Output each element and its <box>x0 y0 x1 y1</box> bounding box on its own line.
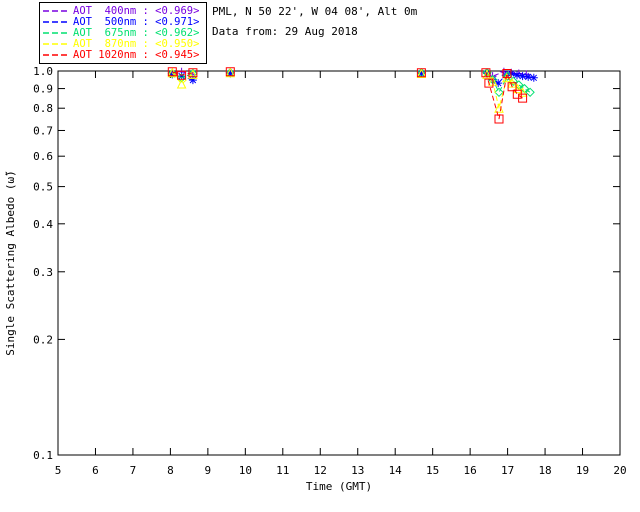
y-tick-label: 0.2 <box>33 333 53 346</box>
x-tick-label: 13 <box>351 464 364 477</box>
x-tick-label: 10 <box>239 464 252 477</box>
y-ticks <box>58 70 620 456</box>
x-tick-label: 15 <box>426 464 439 477</box>
triangle-marker <box>416 68 427 78</box>
square-marker <box>512 89 522 99</box>
square-marker <box>484 78 494 88</box>
y-tick-label: 0.6 <box>33 150 53 163</box>
y-tick-label: 1.0 <box>33 65 53 78</box>
y-axis-label: Single Scattering Albedo (ω̃) <box>4 170 17 355</box>
asterisk-marker <box>513 71 521 80</box>
dashed-line-icon <box>43 42 69 45</box>
legend-item-400nm: AOT 400nm : <0.969> <box>43 4 203 17</box>
diamond-marker <box>176 73 187 83</box>
series-aot-870nm <box>167 67 528 113</box>
series-line <box>172 71 527 77</box>
square-marker <box>416 68 426 78</box>
diamond-marker <box>502 71 513 81</box>
legend-item-1020nm: AOT 1020nm : <0.945> <box>43 48 203 61</box>
triangle-marker <box>225 67 236 78</box>
x-axis-label: Time (GMT) <box>306 480 372 493</box>
data-date-header: Data from: 29 Aug 2018 <box>212 25 358 38</box>
y-tick-label: 0.5 <box>33 181 53 194</box>
square-marker <box>225 67 235 77</box>
diamond-marker <box>188 68 198 79</box>
asterisk-marker <box>177 72 186 81</box>
asterisk-marker <box>226 69 235 78</box>
series-aot-675nm <box>167 67 535 98</box>
plot-box <box>57 70 621 456</box>
square-marker <box>177 70 187 80</box>
x-tick-label: 12 <box>314 464 327 477</box>
legend-label: AOT 870nm : <0.950> <box>73 37 200 50</box>
diamond-marker <box>525 87 535 98</box>
dashed-line-icon <box>43 53 69 56</box>
asterisk-marker <box>168 70 177 79</box>
diamond-marker <box>167 68 178 79</box>
y-tick-label: 0.4 <box>33 218 53 231</box>
asterisk-marker <box>494 79 503 88</box>
triangle-marker <box>176 78 187 89</box>
square-marker <box>167 67 177 77</box>
y-tick-label: 0.8 <box>33 102 53 115</box>
x-ticks <box>57 71 621 455</box>
triangle-marker <box>517 87 528 97</box>
square-marker <box>494 114 504 124</box>
x-tick-label: 9 <box>205 464 212 477</box>
x-tick-label: 16 <box>464 464 477 477</box>
triangle-marker <box>188 69 198 79</box>
y-tick-label: 0.3 <box>33 266 53 279</box>
legend-item-870nm: AOT 870nm : <0.950> <box>43 37 203 50</box>
diamond-marker <box>494 87 504 98</box>
series-aot-1020nm <box>167 67 528 124</box>
station-header: PML, N 50 22', W 04 08', Alt 0m <box>212 5 418 18</box>
x-tick-label: 19 <box>576 464 589 477</box>
x-tick-label: 8 <box>167 464 174 477</box>
legend-item-675nm: AOT 675nm : <0.962> <box>43 26 203 39</box>
y-tick-label: 0.7 <box>33 124 53 137</box>
legend-label: AOT 500nm : <0.971> <box>73 15 200 28</box>
legend-box: AOT 400nm : <0.969> AOT 500nm : <0.971> … <box>39 2 207 64</box>
asterisk-marker <box>417 69 426 78</box>
dashed-line-icon <box>43 31 69 34</box>
x-tick-label: 20 <box>613 464 626 477</box>
square-marker <box>481 68 491 78</box>
triangle-marker <box>482 69 492 79</box>
x-tick-label: 14 <box>389 464 403 477</box>
square-marker <box>502 69 512 78</box>
square-marker <box>188 68 198 78</box>
asterisk-marker <box>483 69 491 78</box>
y-tick-label: 0.9 <box>33 83 53 96</box>
dashed-line-icon <box>43 20 69 23</box>
x-tick-label: 18 <box>538 464 551 477</box>
x-tick-label: 11 <box>276 464 289 477</box>
legend-label: AOT 675nm : <0.962> <box>73 26 200 39</box>
legend-label: AOT 1020nm : <0.945> <box>73 48 200 61</box>
asterisk-marker <box>529 73 538 82</box>
x-tick-label: 5 <box>55 464 62 477</box>
legend-item-500nm: AOT 500nm : <0.971> <box>43 15 203 28</box>
x-tick-label: 6 <box>92 464 99 477</box>
asterisk-marker <box>524 72 533 81</box>
asterisk-marker <box>188 76 197 85</box>
x-tick-label: 17 <box>501 464 514 477</box>
x-tick-label: 7 <box>130 464 137 477</box>
series-line <box>172 71 523 120</box>
legend-label: AOT 400nm : <0.969> <box>73 4 200 17</box>
y-tick-label: 0.1 <box>33 449 53 462</box>
square-marker <box>518 93 528 103</box>
dashed-line-icon <box>43 9 69 12</box>
series-aot-400nm <box>168 67 531 81</box>
asterisk-marker <box>518 72 527 81</box>
series-line <box>171 72 523 109</box>
